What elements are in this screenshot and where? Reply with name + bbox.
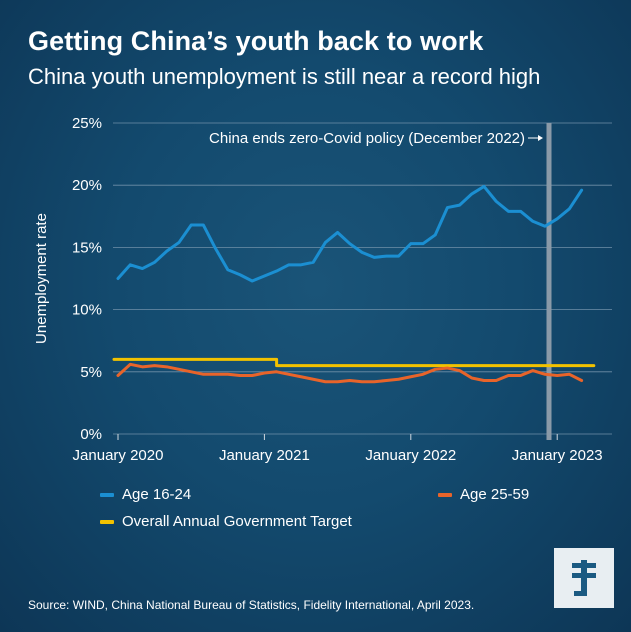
y-axis-label: Unemployment rate [33, 213, 50, 344]
y-tick-label: 10% [72, 302, 102, 319]
annotation-label: China ends zero-Covid policy (December 2… [209, 130, 525, 147]
chart-title: Getting China’s youth back to work [28, 26, 484, 56]
y-tick-label: 0% [80, 426, 102, 443]
legend-item-youth: Age 16-24 [100, 486, 191, 503]
y-tick-label: 5% [80, 364, 102, 381]
annotation-arrowhead [538, 135, 543, 141]
x-tick-label: January 2021 [219, 447, 310, 464]
legend-swatch-adult [438, 492, 452, 497]
legend-label-adult: Age 25-59 [460, 486, 530, 503]
legend-label-target: Overall Annual Government Target [122, 513, 352, 530]
zero-covid-marker [546, 123, 552, 440]
chart-subtitle: China youth unemployment is still near a… [28, 64, 541, 89]
x-tick-label: January 2022 [365, 447, 456, 464]
series-line-adult [116, 362, 584, 384]
x-tick-label: January 2023 [512, 447, 603, 464]
series-line-youth [116, 184, 584, 283]
legend-label-youth: Age 16-24 [122, 486, 192, 503]
legend-item-target: Overall Annual Government Target [100, 513, 352, 530]
y-tick-label: 15% [72, 239, 102, 256]
legend-swatch-target [100, 519, 114, 524]
legend-swatch-youth [100, 492, 114, 497]
legend-item-adult: Age 25-59 [438, 486, 529, 503]
source-note: Source: WIND, China National Bureau of S… [28, 598, 475, 612]
series-line-target [112, 357, 596, 368]
fidelity-logo-icon [554, 548, 614, 608]
y-tick-label: 25% [72, 115, 102, 132]
y-tick-label: 20% [72, 177, 102, 194]
x-tick-label: January 2020 [73, 447, 164, 464]
